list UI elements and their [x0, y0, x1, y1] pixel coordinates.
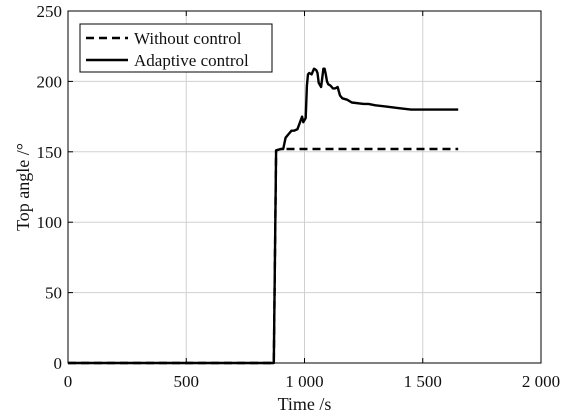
series-line-adaptive-control [68, 67, 459, 365]
legend-label-without-control: Without control [134, 29, 242, 48]
legend: Without control Adaptive control [79, 23, 273, 73]
axis-tick-labels: 0 500 1 000 1 500 2 000 0 50 100 150 200 250 [37, 2, 561, 391]
y-tick-label: 0 [54, 354, 63, 373]
legend-box [79, 23, 273, 73]
legend-label-adaptive-control: Adaptive control [134, 51, 249, 70]
y-axis-title: Top angle /° [13, 143, 33, 231]
x-tick-label: 2 000 [522, 372, 560, 391]
y-tick-label: 200 [37, 72, 63, 91]
y-tick-label: 50 [45, 284, 62, 303]
y-tick-label: 250 [37, 2, 63, 21]
y-tick-label: 150 [37, 143, 63, 162]
x-tick-label: 500 [174, 372, 200, 391]
x-tick-label: 1 000 [285, 372, 323, 391]
x-tick-label: 1 500 [404, 372, 442, 391]
x-tick-label: 0 [64, 372, 73, 391]
y-tick-label: 100 [37, 213, 63, 232]
axis-ticks [67, 10, 542, 364]
series-lines [68, 67, 459, 365]
x-axis-title: Time /s [278, 394, 332, 414]
